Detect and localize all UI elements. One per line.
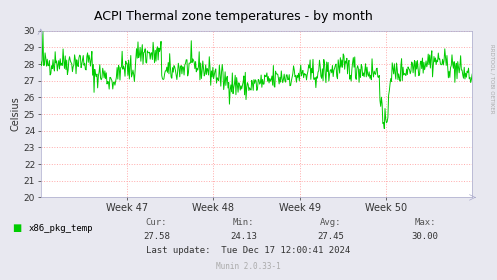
Text: Avg:: Avg:: [320, 218, 341, 227]
Text: 27.58: 27.58: [143, 232, 170, 241]
Text: ■: ■: [12, 223, 22, 233]
Text: Min:: Min:: [233, 218, 254, 227]
Text: RRDTOOL / TOBI OETIKER: RRDTOOL / TOBI OETIKER: [490, 44, 495, 113]
Text: 27.45: 27.45: [317, 232, 344, 241]
Text: Munin 2.0.33-1: Munin 2.0.33-1: [216, 262, 281, 271]
Y-axis label: Celsius: Celsius: [11, 97, 21, 132]
Text: Cur:: Cur:: [146, 218, 167, 227]
Text: 30.00: 30.00: [412, 232, 438, 241]
Text: Last update:  Tue Dec 17 12:00:41 2024: Last update: Tue Dec 17 12:00:41 2024: [147, 246, 350, 255]
Text: ACPI Thermal zone temperatures - by month: ACPI Thermal zone temperatures - by mont…: [94, 10, 373, 23]
Text: x86_pkg_temp: x86_pkg_temp: [29, 224, 93, 233]
Text: 24.13: 24.13: [230, 232, 257, 241]
Text: Max:: Max:: [414, 218, 436, 227]
